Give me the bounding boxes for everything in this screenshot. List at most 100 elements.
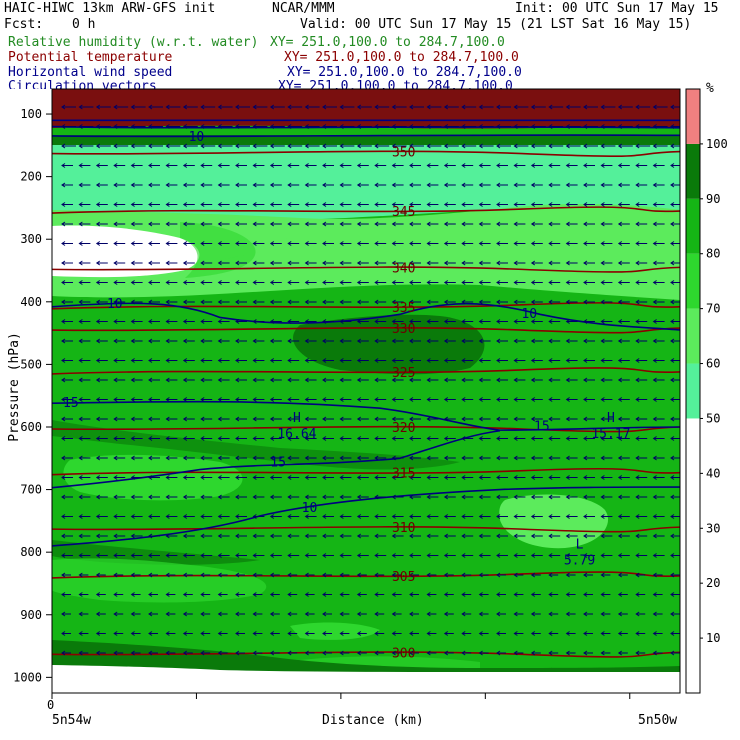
circulation-vector — [617, 221, 630, 227]
wind-speed-contour — [52, 125, 680, 129]
circulation-vector — [478, 319, 491, 324]
circulation-vector — [322, 202, 334, 207]
circulation-vector — [252, 650, 263, 656]
circulation-vector — [391, 650, 402, 656]
circulation-vector — [374, 397, 387, 402]
circulation-vector — [461, 416, 474, 422]
circulation-vector — [356, 104, 372, 110]
circulation-vector — [217, 377, 230, 383]
circulation-vector — [322, 241, 334, 246]
circulation-vector — [339, 280, 352, 285]
circulation-vector — [113, 611, 124, 617]
circulation-vector — [235, 592, 245, 597]
circulation-vector — [287, 319, 300, 324]
field-rh-name: Relative humidity (w.r.t. water) — [8, 35, 259, 50]
circulation-vector — [391, 416, 404, 422]
circulation-vector — [235, 475, 247, 480]
circulation-vector — [513, 631, 524, 636]
circulation-vector — [304, 221, 317, 227]
circulation-vector — [252, 202, 265, 207]
circulation-vector — [565, 592, 576, 597]
circulation-vector — [217, 475, 230, 480]
circulation-vector — [130, 202, 143, 207]
circulation-vector — [130, 338, 143, 344]
circulation-vector — [339, 514, 352, 519]
circulation-vector — [113, 221, 126, 227]
circulation-vector — [235, 631, 245, 636]
circulation-vector — [165, 163, 178, 168]
circulation-vector — [443, 182, 456, 188]
circulation-vector — [113, 280, 126, 285]
colorbar-frame — [685, 88, 701, 694]
circulation-vector — [235, 299, 247, 305]
circulation-vector — [200, 475, 213, 480]
circulation-vector — [182, 533, 195, 539]
circulation-vector — [165, 533, 178, 539]
circulation-vector — [426, 221, 439, 227]
circulation-vector — [130, 280, 143, 285]
circulation-vector — [461, 260, 474, 266]
circulation-vector — [113, 455, 126, 461]
circulation-vector — [565, 221, 578, 227]
circulation-vector — [443, 104, 459, 110]
circulation-vector — [304, 319, 317, 324]
circulation-vector — [548, 553, 561, 558]
circulation-vector — [670, 377, 680, 383]
circulation-vector — [252, 455, 265, 461]
circulation-vector — [478, 416, 491, 422]
circulation-vector — [443, 202, 456, 207]
circulation-vector — [339, 494, 352, 500]
circulation-vector — [356, 611, 367, 617]
circulation-vector — [339, 397, 352, 402]
circulation-vector — [235, 260, 247, 266]
circulation-vector — [269, 358, 282, 363]
circulation-vector — [182, 611, 193, 617]
circulation-vector — [478, 592, 489, 597]
circulation-vector — [443, 494, 456, 500]
circulation-vector — [130, 611, 141, 617]
circulation-vector — [287, 260, 300, 266]
circulation-vector — [217, 241, 230, 246]
circulation-vector — [548, 163, 561, 168]
circulation-vector — [130, 572, 141, 578]
circulation-vector — [443, 280, 456, 285]
circulation-vector — [95, 611, 106, 617]
extremum-marker: H — [607, 411, 615, 426]
colorbar-label: 20 — [706, 576, 720, 590]
circulation-vector — [339, 202, 352, 207]
circulation-vector — [322, 416, 334, 422]
circulation-vector — [652, 455, 665, 461]
circulation-vector — [78, 280, 91, 285]
circulation-vector — [322, 299, 334, 305]
circulation-vector — [287, 592, 298, 597]
circulation-vector — [513, 182, 526, 188]
circulation-vector — [287, 611, 298, 617]
circulation-vector — [95, 241, 108, 246]
circulation-vector — [235, 514, 247, 519]
circulation-vector — [600, 260, 613, 266]
circulation-vector — [113, 104, 129, 110]
circulation-vector — [496, 475, 508, 480]
circulation-vector — [182, 221, 195, 227]
circulation-vector — [374, 143, 390, 149]
circulation-vector — [78, 592, 89, 597]
circulation-vector — [583, 241, 595, 246]
circulation-vector — [235, 436, 247, 441]
circulation-vector — [304, 143, 320, 149]
circulation-vector — [513, 163, 526, 168]
circulation-vector — [583, 592, 593, 597]
circulation-vector — [339, 299, 352, 305]
circulation-vector — [391, 338, 404, 344]
circulation-vector — [165, 397, 178, 402]
circulation-vector — [617, 475, 630, 480]
circulation-vector — [200, 299, 213, 305]
circulation-vector — [583, 397, 595, 402]
circulation-vector — [391, 182, 404, 188]
circulation-vector — [461, 338, 474, 344]
circulation-vector — [304, 163, 317, 168]
circulation-vector — [252, 358, 265, 363]
circulation-vector — [426, 514, 439, 519]
circulation-vector — [304, 397, 317, 402]
circulation-vector — [78, 202, 91, 207]
circulation-vector — [426, 416, 439, 422]
